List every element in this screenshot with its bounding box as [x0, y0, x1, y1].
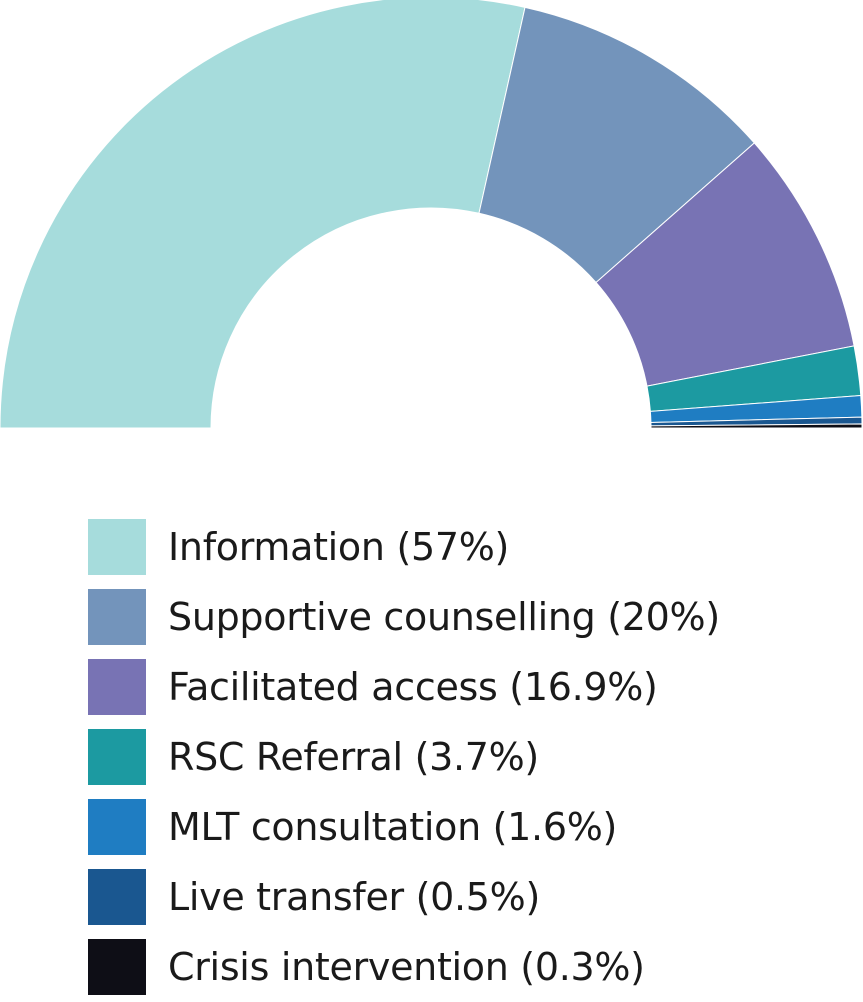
legend-swatch-4	[88, 799, 146, 855]
legend-swatch-3	[88, 729, 146, 785]
legend-swatch-5	[88, 869, 146, 925]
legend: Information (57%) Supportive counselling …	[88, 512, 720, 1002]
legend-label-3: RSC Referral (3.7%)	[168, 735, 539, 779]
legend-item-1: Supportive counselling (20%)	[88, 582, 720, 652]
legend-label-6: Crisis intervention (0.3%)	[168, 945, 645, 989]
legend-item-3: RSC Referral (3.7%)	[88, 722, 720, 792]
legend-swatch-1	[88, 589, 146, 645]
legend-swatch-0	[88, 519, 146, 575]
legend-swatch-2	[88, 659, 146, 715]
legend-item-0: Information (57%)	[88, 512, 720, 582]
legend-item-2: Facilitated access (16.9%)	[88, 652, 720, 722]
legend-label-0: Information (57%)	[168, 525, 510, 569]
slice-0	[0, 0, 526, 429]
half-donut-chart	[0, 0, 863, 429]
legend-label-5: Live transfer (0.5%)	[168, 875, 541, 919]
legend-label-1: Supportive counselling (20%)	[168, 595, 720, 639]
legend-swatch-6	[88, 939, 146, 995]
legend-item-4: MLT consultation (1.6%)	[88, 792, 720, 862]
legend-item-5: Live transfer (0.5%)	[88, 862, 720, 932]
legend-label-2: Facilitated access (16.9%)	[168, 665, 658, 709]
legend-label-4: MLT consultation (1.6%)	[168, 805, 618, 849]
legend-item-6: Crisis intervention (0.3%)	[88, 932, 720, 1002]
slice-6	[650, 423, 863, 429]
